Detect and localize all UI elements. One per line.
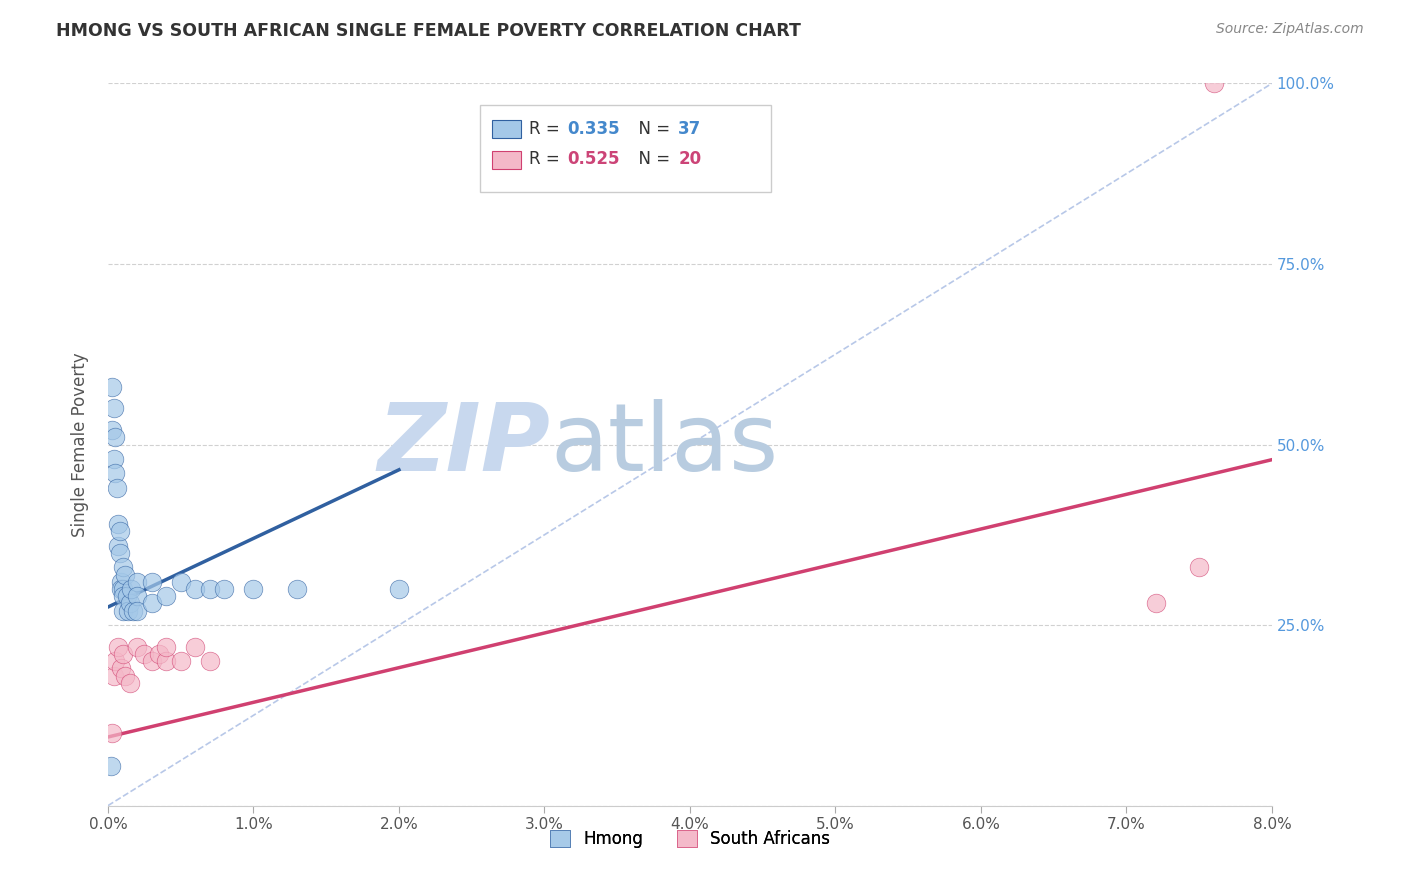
Point bbox=[108, 546, 131, 560]
Point bbox=[114, 668, 136, 682]
Point bbox=[103, 668, 125, 682]
Point bbox=[198, 654, 221, 668]
Text: R =: R = bbox=[529, 120, 565, 138]
Point bbox=[127, 640, 149, 654]
FancyBboxPatch shape bbox=[492, 151, 522, 169]
Point bbox=[110, 661, 132, 675]
Point bbox=[127, 604, 149, 618]
Text: 37: 37 bbox=[678, 120, 702, 138]
Point bbox=[101, 726, 124, 740]
Point bbox=[388, 582, 411, 596]
Point bbox=[285, 582, 308, 596]
Point bbox=[104, 654, 127, 668]
Point bbox=[242, 582, 264, 596]
Text: 0.335: 0.335 bbox=[568, 120, 620, 138]
Point bbox=[103, 401, 125, 416]
Point bbox=[1144, 596, 1167, 610]
Y-axis label: Single Female Poverty: Single Female Poverty bbox=[72, 352, 89, 537]
Point bbox=[198, 582, 221, 596]
Text: N =: N = bbox=[628, 120, 676, 138]
Point bbox=[141, 574, 163, 589]
Point bbox=[134, 647, 156, 661]
Point bbox=[155, 654, 177, 668]
Point bbox=[148, 647, 170, 661]
Point bbox=[141, 654, 163, 668]
Text: N =: N = bbox=[628, 150, 676, 169]
Point bbox=[105, 481, 128, 495]
FancyBboxPatch shape bbox=[492, 120, 522, 137]
Point bbox=[108, 524, 131, 538]
Point bbox=[121, 604, 143, 618]
Point bbox=[107, 539, 129, 553]
Point bbox=[117, 604, 139, 618]
Point bbox=[111, 560, 134, 574]
Point bbox=[214, 582, 236, 596]
Point bbox=[104, 467, 127, 481]
Text: HMONG VS SOUTH AFRICAN SINGLE FEMALE POVERTY CORRELATION CHART: HMONG VS SOUTH AFRICAN SINGLE FEMALE POV… bbox=[56, 22, 801, 40]
Point bbox=[101, 423, 124, 437]
Point bbox=[170, 654, 193, 668]
Point bbox=[101, 380, 124, 394]
Text: Source: ZipAtlas.com: Source: ZipAtlas.com bbox=[1216, 22, 1364, 37]
Point bbox=[100, 759, 122, 773]
Legend: Hmong, South Africans: Hmong, South Africans bbox=[543, 823, 837, 855]
Point bbox=[118, 596, 141, 610]
Point bbox=[118, 676, 141, 690]
Point bbox=[127, 574, 149, 589]
Point bbox=[110, 582, 132, 596]
Point bbox=[107, 640, 129, 654]
Point bbox=[155, 640, 177, 654]
Point bbox=[114, 567, 136, 582]
Text: 0.525: 0.525 bbox=[568, 150, 620, 169]
Point bbox=[120, 582, 142, 596]
Point bbox=[155, 589, 177, 603]
Text: atlas: atlas bbox=[550, 399, 779, 491]
Point bbox=[184, 640, 207, 654]
FancyBboxPatch shape bbox=[481, 105, 772, 192]
Point bbox=[184, 582, 207, 596]
Text: ZIP: ZIP bbox=[377, 399, 550, 491]
Point bbox=[141, 596, 163, 610]
Point bbox=[1188, 560, 1211, 574]
Point bbox=[107, 516, 129, 531]
Point bbox=[170, 574, 193, 589]
Point bbox=[1202, 77, 1225, 91]
Point bbox=[103, 452, 125, 467]
Point bbox=[111, 582, 134, 596]
Point bbox=[115, 589, 138, 603]
Point bbox=[111, 647, 134, 661]
Point bbox=[127, 589, 149, 603]
Point bbox=[111, 589, 134, 603]
Point bbox=[104, 430, 127, 444]
Text: R =: R = bbox=[529, 150, 565, 169]
Point bbox=[111, 604, 134, 618]
Point bbox=[110, 574, 132, 589]
Text: 20: 20 bbox=[678, 150, 702, 169]
